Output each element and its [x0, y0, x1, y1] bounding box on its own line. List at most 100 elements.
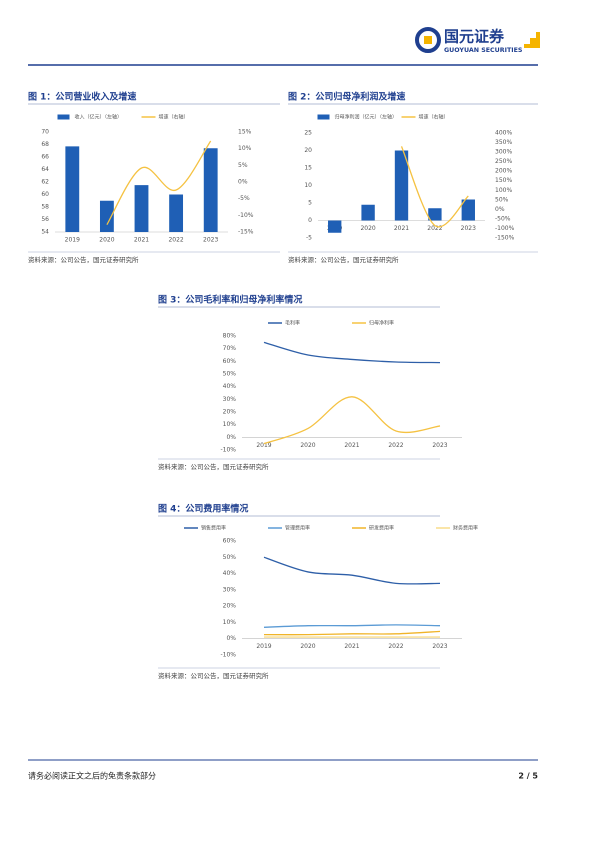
x-tick-label: 2023 — [432, 442, 447, 449]
y-tick-label: 70% — [223, 345, 237, 352]
y-tick-label: 25 — [304, 130, 312, 137]
bar — [461, 199, 475, 221]
figure-source: 资料来源：公司公告，国元证券研究所 — [158, 462, 269, 471]
y-tick-label: 60% — [223, 358, 237, 365]
y-tick-label: 50% — [223, 371, 237, 378]
y2-tick-label: -5% — [238, 195, 250, 202]
y-tick-label: 40% — [223, 383, 237, 390]
logo: 国元证券 GUOYUAN SECURITIES — [415, 27, 540, 54]
legend-label: 增速（右轴） — [159, 114, 189, 121]
y-tick-label: 0 — [308, 217, 312, 224]
legend-swatch — [57, 114, 70, 120]
y-tick-label: 54 — [41, 229, 49, 236]
y2-tick-label: -100% — [495, 225, 515, 232]
page-number: 2 / 5 — [518, 772, 538, 781]
x-tick-label: 2020 — [300, 643, 315, 650]
legend-label: 增速（右轴） — [419, 114, 449, 121]
line — [263, 624, 441, 628]
y2-tick-label: 0% — [495, 206, 505, 213]
legend-label: 收入（亿元）（左轴） — [75, 114, 123, 121]
figure-title: 图 1：公司营业收入及增速 — [28, 91, 136, 103]
bar — [169, 194, 184, 232]
y2-tick-label: 10% — [238, 145, 252, 152]
bar — [99, 200, 114, 232]
x-tick-label: 2019 — [256, 643, 271, 650]
y-tick-label: 56 — [41, 216, 49, 223]
line — [263, 341, 441, 364]
x-tick-label: 2023 — [432, 643, 447, 650]
y-tick-label: 0% — [226, 434, 236, 441]
bar — [428, 208, 442, 221]
y-tick-label: 20% — [223, 603, 237, 610]
figure-title: 图 3：公司毛利率和归母净利率情况 — [158, 294, 302, 306]
legend-label: 管理费用率 — [285, 525, 310, 532]
legend-label: 研发费用率 — [369, 525, 394, 532]
y2-tick-label: 5% — [238, 162, 248, 169]
logo-en: GUOYUAN SECURITIES — [444, 47, 523, 54]
y-tick-label: 66 — [41, 154, 49, 161]
x-tick-label: 2022 — [388, 442, 403, 449]
y-tick-label: 10% — [223, 421, 237, 428]
y-tick-label: 30% — [223, 586, 237, 593]
y-tick-label: 0% — [226, 635, 236, 642]
logo-icon — [415, 27, 441, 53]
y-tick-label: 62 — [41, 179, 49, 186]
y-tick-label: 58 — [41, 204, 49, 211]
legend-label: 销售费用率 — [201, 525, 226, 532]
x-tick-label: 2020 — [99, 237, 114, 244]
y-tick-label: 64 — [41, 166, 49, 173]
line — [263, 630, 441, 636]
logo-cn: 国元证券 — [444, 28, 505, 46]
legend-label: 毛利率 — [285, 320, 300, 327]
y-tick-label: 68 — [41, 141, 49, 148]
y2-tick-label: 0% — [238, 179, 248, 186]
y-tick-label: 15 — [304, 165, 312, 172]
x-tick-label: 2022 — [168, 237, 183, 244]
bar — [361, 204, 375, 221]
line — [263, 396, 441, 445]
y2-tick-label: 150% — [495, 177, 512, 184]
y-tick-label: 60 — [41, 191, 49, 198]
bar — [65, 146, 80, 232]
x-tick-label: 2019 — [65, 237, 80, 244]
figure-source: 资料来源：公司公告，国元证券研究所 — [28, 255, 139, 264]
y2-tick-label: 15% — [238, 129, 252, 136]
x-tick-label: 2020 — [360, 225, 375, 232]
x-tick-label: 2022 — [427, 225, 442, 232]
y-tick-label: -10% — [220, 447, 236, 454]
y-tick-label: 40% — [223, 570, 237, 577]
bar — [328, 220, 342, 233]
figure-source: 资料来源：公司公告，国元证券研究所 — [288, 255, 399, 264]
y-tick-label: 70 — [41, 129, 49, 136]
legend-label: 归母净利润（亿元）（左轴） — [335, 114, 398, 121]
y-tick-label: -10% — [220, 652, 236, 659]
y2-tick-label: 250% — [495, 158, 512, 165]
y2-tick-label: -150% — [495, 235, 515, 242]
y2-tick-label: -50% — [495, 215, 511, 222]
y-tick-label: -5 — [306, 235, 312, 242]
line — [263, 556, 441, 585]
y-tick-label: 80% — [223, 333, 237, 340]
legend-label: 归母净利率 — [369, 320, 394, 327]
y2-tick-label: 350% — [495, 139, 512, 146]
y-tick-label: 60% — [223, 538, 237, 545]
y-tick-label: 20% — [223, 409, 237, 416]
logo-icon — [524, 32, 540, 48]
y-tick-label: 50% — [223, 554, 237, 561]
y2-tick-label: 400% — [495, 130, 512, 137]
line — [400, 146, 469, 228]
y2-tick-label: 50% — [495, 196, 509, 203]
x-tick-label: 2023 — [203, 237, 218, 244]
figure-title: 图 2：公司归母净利润及增速 — [288, 91, 405, 103]
y2-tick-label: 300% — [495, 149, 512, 156]
y-tick-label: 5 — [308, 200, 312, 207]
x-tick-label: 2021 — [344, 442, 359, 449]
y-tick-label: 10 — [304, 182, 312, 189]
bar — [203, 148, 218, 232]
